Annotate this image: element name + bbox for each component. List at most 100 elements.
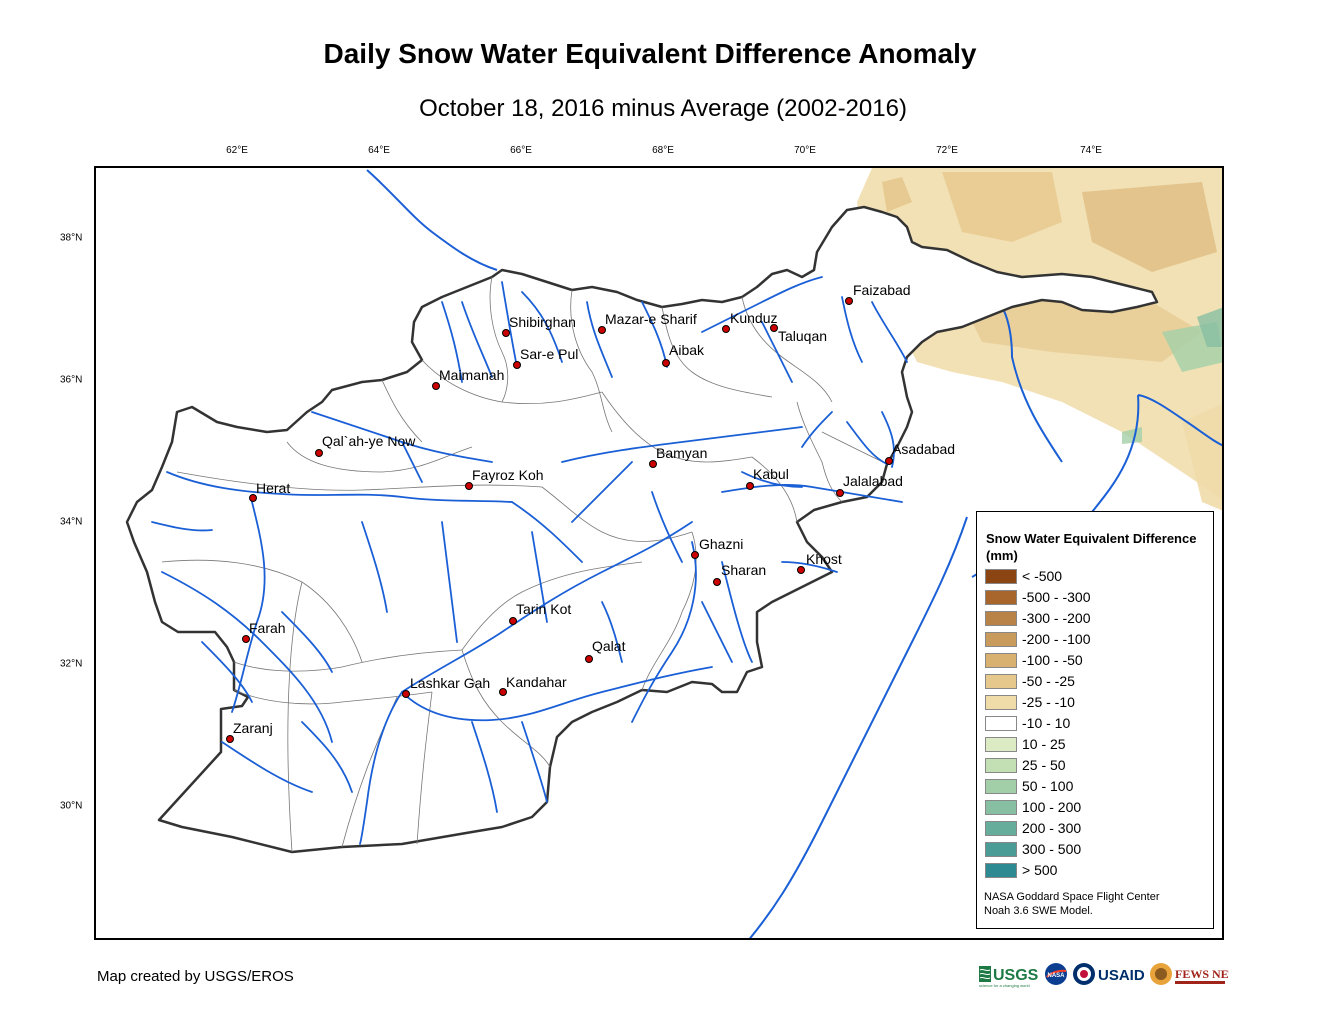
legend-label: < -500 bbox=[1022, 568, 1063, 584]
lat-tick-label: 32°N bbox=[60, 658, 83, 670]
city-sar-e-pul[interactable]: Sar-e Pul bbox=[513, 346, 579, 369]
lon-tick-label: 64°E bbox=[368, 145, 390, 156]
city-bamyan[interactable]: Bamyan bbox=[649, 445, 708, 468]
map-subtitle: October 18, 2016 minus Average (2002-201… bbox=[419, 95, 907, 122]
legend-swatch bbox=[985, 758, 1017, 773]
city-label: Maimanah bbox=[439, 367, 504, 383]
city-maimanah[interactable]: Maimanah bbox=[432, 367, 505, 390]
fews-net-logo-text: FEWS NET bbox=[1175, 967, 1229, 981]
city-label: Fayroz Koh bbox=[472, 467, 544, 483]
rivers bbox=[151, 276, 908, 845]
nasa-logo: NASA bbox=[1045, 963, 1067, 985]
legend-swatch bbox=[985, 674, 1017, 689]
city-lashkar-gah[interactable]: Lashkar Gah bbox=[402, 675, 491, 698]
legend-label: -500 - -300 bbox=[1022, 589, 1091, 605]
city-zaranj[interactable]: Zaranj bbox=[226, 720, 273, 743]
city-tarin-kot[interactable]: Tarin Kot bbox=[509, 601, 572, 625]
usaid-logo: USAID bbox=[1073, 963, 1145, 985]
lon-tick-label: 74°E bbox=[1080, 145, 1102, 156]
city-label: Ghazni bbox=[699, 536, 743, 552]
legend-swatch bbox=[985, 695, 1017, 710]
city-herat[interactable]: Herat bbox=[249, 480, 291, 502]
lon-tick-label: 70°E bbox=[794, 145, 816, 156]
city-jalalabad[interactable]: Jalalabad bbox=[836, 473, 903, 497]
legend-swatch bbox=[985, 800, 1017, 815]
lon-tick-label: 66°E bbox=[510, 145, 532, 156]
legend-swatch bbox=[985, 842, 1017, 857]
afghanistan-border bbox=[125, 205, 1159, 854]
city-label: Herat bbox=[256, 480, 290, 496]
city-mazar-e-sharif[interactable]: Mazar-e Sharif bbox=[598, 311, 697, 334]
city-label: Aibak bbox=[669, 342, 705, 358]
city-shibirghan[interactable]: Shibirghan bbox=[502, 314, 576, 337]
legend-label: > 500 bbox=[1022, 862, 1058, 878]
legend-title: Snow Water Equivalent Difference (mm) bbox=[986, 531, 1197, 563]
fews-net-logo: FEWS NET bbox=[1150, 963, 1229, 985]
city-faizabad[interactable]: Faizabad bbox=[845, 282, 911, 305]
city-label: Kandahar bbox=[506, 674, 567, 690]
city-label: Taluqan bbox=[778, 328, 827, 344]
legend-label: -100 - -50 bbox=[1022, 652, 1083, 668]
map-frame[interactable]: Faizabad Shibirghan Mazar-e Sharif Kundu… bbox=[94, 166, 1224, 940]
city-label: Khost bbox=[806, 551, 842, 567]
legend-label: 10 - 25 bbox=[1022, 736, 1066, 752]
city-label: Qal`ah-ye Now bbox=[322, 433, 416, 449]
city-farah[interactable]: Farah bbox=[242, 620, 286, 643]
city-asadabad[interactable]: Asadabad bbox=[885, 441, 956, 465]
legend-swatch bbox=[985, 611, 1017, 626]
city-ghazni[interactable]: Ghazni bbox=[691, 536, 744, 559]
legend-label: -10 - 10 bbox=[1022, 715, 1071, 731]
legend-swatch bbox=[985, 779, 1017, 794]
city-label: Sar-e Pul bbox=[520, 346, 578, 362]
city-qalah-ye-now[interactable]: Qal`ah-ye Now bbox=[315, 433, 417, 457]
city-taluqan[interactable]: Taluqan bbox=[770, 324, 828, 345]
legend-swatch bbox=[985, 821, 1017, 836]
legend-credit-line: NASA Goddard Space Flight Center bbox=[984, 891, 1160, 903]
city-fayroz-koh[interactable]: Fayroz Koh bbox=[465, 467, 544, 490]
map-canvas[interactable]: Faizabad Shibirghan Mazar-e Sharif Kundu… bbox=[96, 168, 1224, 940]
city-label: Kabul bbox=[753, 466, 789, 482]
nasa-logo-text: NASA bbox=[1047, 973, 1065, 979]
usgs-logo-tagline: science for a changing world bbox=[979, 983, 1030, 988]
city-sharan[interactable]: Sharan bbox=[713, 562, 767, 586]
city-label: Zaranj bbox=[233, 720, 273, 736]
legend-label: -200 - -100 bbox=[1022, 631, 1091, 647]
city-label: Kunduz bbox=[730, 310, 777, 326]
legend-label: -300 - -200 bbox=[1022, 610, 1091, 626]
lat-tick-label: 30°N bbox=[60, 800, 83, 812]
city-label: Shibirghan bbox=[509, 314, 576, 330]
legend-label: -25 - -10 bbox=[1022, 694, 1075, 710]
map-credit: Map created by USGS/EROS bbox=[97, 968, 294, 985]
legend-label: 300 - 500 bbox=[1022, 841, 1082, 857]
city-qalat[interactable]: Qalat bbox=[585, 638, 626, 663]
city-label: Asadabad bbox=[892, 441, 955, 457]
lon-tick-label: 62°E bbox=[226, 145, 248, 156]
legend-label: 25 - 50 bbox=[1022, 757, 1066, 773]
legend-swatch bbox=[985, 590, 1017, 605]
city-label: Tarin Kot bbox=[516, 601, 571, 617]
city-aibak[interactable]: Aibak bbox=[662, 342, 706, 367]
city-label: Jalalabad bbox=[843, 473, 903, 489]
city-kunduz[interactable]: Kunduz bbox=[722, 310, 778, 333]
usgs-logo: USGS science for a changing world bbox=[979, 966, 1039, 988]
map-title: Daily Snow Water Equivalent Difference A… bbox=[323, 38, 977, 69]
legend-swatch bbox=[985, 653, 1017, 668]
usaid-logo-text: USAID bbox=[1098, 967, 1145, 984]
city-label: Faizabad bbox=[853, 282, 911, 298]
legend-credit-line: Noah 3.6 SWE Model. bbox=[984, 905, 1093, 917]
city-khost[interactable]: Khost bbox=[797, 551, 842, 574]
city-kandahar[interactable]: Kandahar bbox=[499, 674, 568, 696]
city-kabul[interactable]: Kabul bbox=[746, 466, 789, 490]
lat-tick-label: 36°N bbox=[60, 374, 83, 386]
lon-tick-label: 68°E bbox=[652, 145, 674, 156]
city-markers: Faizabad Shibirghan Mazar-e Sharif Kundu… bbox=[226, 282, 956, 743]
city-label: Lashkar Gah bbox=[410, 675, 490, 691]
usgs-logo-text: USGS bbox=[993, 967, 1039, 984]
legend-label: 50 - 100 bbox=[1022, 778, 1074, 794]
legend-label: 200 - 300 bbox=[1022, 820, 1082, 836]
legend-credit: NASA Goddard Space Flight Center Noah 3.… bbox=[984, 890, 1209, 918]
lat-tick-label: 38°N bbox=[60, 232, 83, 244]
legend-label: -50 - -25 bbox=[1022, 673, 1075, 689]
legend-swatch bbox=[985, 737, 1017, 752]
legend-label: 100 - 200 bbox=[1022, 799, 1082, 815]
